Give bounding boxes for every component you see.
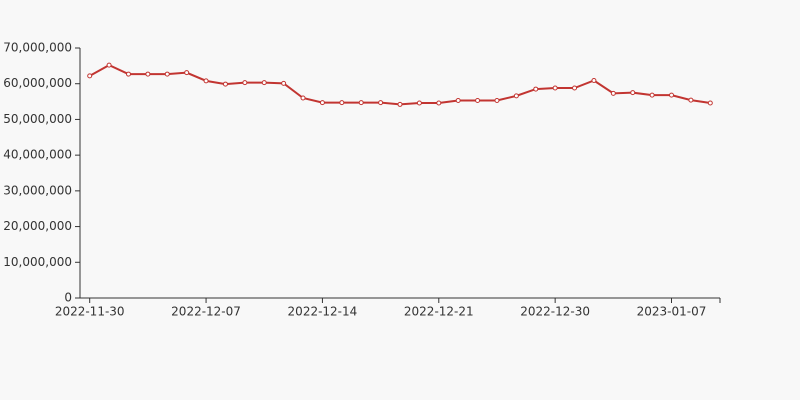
point [87, 73, 93, 79]
point [378, 100, 384, 106]
x-tick-label: 2022-12-30 [520, 305, 590, 319]
point [222, 81, 228, 87]
point [416, 100, 422, 106]
point [707, 100, 713, 106]
point [688, 97, 694, 103]
x-tick-label: 2022-11-30 [55, 305, 125, 319]
y-tick-label: 10,000,000 [3, 255, 72, 269]
line [89, 64, 711, 106]
point [649, 92, 655, 98]
point [125, 71, 131, 77]
y-tick-label: 20,000,000 [3, 219, 72, 233]
x-tick-label: 2023-01-07 [637, 305, 707, 319]
point [203, 78, 209, 84]
point [261, 80, 267, 86]
point [242, 80, 248, 86]
x-tick-label: 2022-12-21 [404, 305, 474, 319]
y-tick-label: 0 [64, 291, 72, 305]
point [145, 71, 151, 77]
x-tick-label: 2022-12-07 [171, 305, 241, 319]
point [358, 100, 364, 106]
point [591, 78, 597, 83]
point [184, 70, 190, 76]
point [630, 90, 636, 96]
point [455, 98, 461, 103]
y-tick-label: 60,000,000 [3, 76, 72, 90]
y-tick-label: 70,000,000 [3, 41, 72, 55]
y-tick-label: 30,000,000 [3, 183, 72, 197]
point [281, 80, 287, 86]
point [339, 100, 345, 106]
point [475, 98, 481, 103]
point [300, 95, 306, 101]
point [610, 90, 616, 96]
point [494, 98, 500, 103]
point [572, 85, 578, 91]
point [552, 85, 558, 91]
point [106, 62, 112, 68]
point [164, 71, 170, 77]
point [436, 100, 442, 106]
y-tick-label: 50,000,000 [3, 112, 72, 126]
point [513, 93, 519, 99]
point [397, 101, 403, 107]
point [669, 92, 675, 98]
x-tick-label: 2022-12-14 [288, 305, 358, 319]
point [533, 86, 539, 92]
y-tick-label: 40,000,000 [3, 148, 72, 162]
point [319, 100, 325, 106]
